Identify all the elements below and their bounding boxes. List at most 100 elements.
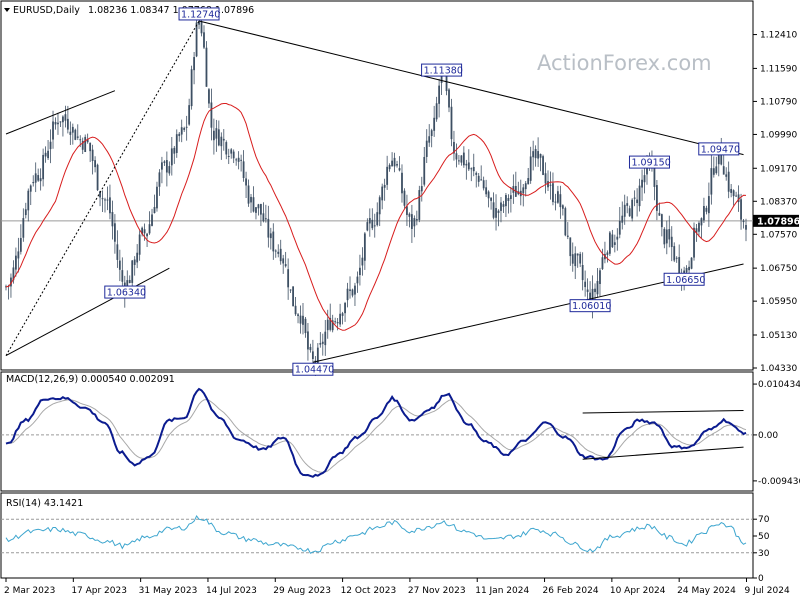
- candle-body: [341, 313, 344, 316]
- candle-body: [237, 157, 240, 162]
- candle-body: [329, 317, 332, 330]
- candle-body: [670, 236, 673, 248]
- x-tick-label: 27 Nov 2023: [408, 586, 466, 596]
- rsi-tick-label: 70: [758, 515, 770, 525]
- candle-body: [195, 22, 198, 57]
- candle-body: [549, 184, 552, 186]
- candle-body: [594, 288, 596, 293]
- candle-body: [391, 160, 393, 167]
- candle-body: [136, 252, 139, 263]
- candle-body: [465, 163, 468, 166]
- trendline: [5, 90, 116, 135]
- x-tick-label: 24 May 2024: [677, 586, 736, 596]
- candle-body: [745, 225, 747, 230]
- candle-body: [212, 130, 215, 141]
- candle-body: [668, 229, 671, 240]
- candle-body: [351, 289, 354, 296]
- candle-body: [557, 191, 559, 203]
- candle-body: [641, 179, 643, 188]
- candle-body: [458, 160, 460, 162]
- rsi-tick-label: 0: [758, 574, 764, 584]
- candle-body: [453, 141, 455, 154]
- candle-body: [430, 130, 433, 137]
- rsi-tick-label: 50: [758, 532, 770, 542]
- candle-body: [732, 190, 735, 197]
- candle-body: [378, 197, 381, 215]
- candle-body: [165, 160, 168, 173]
- candle-body: [482, 180, 485, 189]
- annotation-box: [292, 362, 334, 376]
- candle-body: [170, 148, 173, 166]
- candle-body: [163, 161, 166, 163]
- x-tick-label: 14 Jul 2023: [206, 586, 257, 596]
- price-tick-label: 1.10790: [760, 97, 797, 107]
- candle-body: [381, 186, 384, 201]
- candle-body: [366, 222, 369, 231]
- candle-body: [183, 127, 186, 130]
- annotation-box: [698, 142, 740, 156]
- candle-body: [175, 134, 178, 153]
- price-annotation: 1.09150: [628, 155, 671, 169]
- candle-body: [715, 166, 718, 174]
- candle-body: [698, 222, 700, 232]
- candle-body: [222, 138, 225, 141]
- x-tick-label: 12 Oct 2023: [341, 586, 397, 596]
- candle-body: [579, 253, 582, 264]
- x-tick-label: 31 May 2023: [139, 586, 198, 596]
- candle-body: [203, 32, 205, 48]
- candle-body: [324, 331, 327, 346]
- candle-body: [581, 264, 584, 281]
- x-axis: 2 Mar 2023 17 Apr 2023 31 May 2023 14 Jul 2…: [4, 578, 790, 596]
- candle-body: [363, 233, 366, 261]
- price-annotations: 1.12740 1.11380 1.09150 1.09470 1.06340 1.044…: [104, 7, 740, 376]
- candle-body: [133, 259, 136, 265]
- candle-body: [462, 152, 465, 166]
- price-annotation: 1.12740: [178, 7, 220, 20]
- candle-body: [532, 151, 535, 158]
- candle-body: [106, 199, 109, 201]
- candle-body: [57, 122, 59, 125]
- annotation-label: 1.09150: [631, 158, 670, 169]
- candle-body: [12, 267, 15, 281]
- candle-body: [492, 202, 495, 218]
- candle-body: [269, 233, 272, 239]
- candle-body: [96, 164, 99, 191]
- candle-body: [331, 320, 334, 331]
- candle-body: [84, 136, 87, 153]
- candle-body: [180, 127, 183, 135]
- candle-body: [529, 156, 532, 181]
- candle-body: [161, 162, 163, 170]
- candle-body: [707, 196, 710, 214]
- annotation-box: [569, 299, 611, 313]
- dropdown-triangle-icon[interactable]: [4, 8, 10, 12]
- candle-body: [10, 277, 12, 287]
- candle-body: [71, 126, 74, 133]
- candle-body: [569, 237, 572, 257]
- candle-body: [373, 225, 376, 227]
- x-tick-label: 29 Aug 2023: [273, 586, 331, 596]
- candle-body: [339, 313, 342, 325]
- candle-body: [413, 218, 416, 227]
- candle-body: [62, 116, 64, 123]
- candle-body: [299, 315, 302, 324]
- candle-body: [76, 136, 79, 138]
- price-annotation: 1.06340: [104, 285, 146, 299]
- candle-body: [665, 229, 668, 244]
- annotation-label: 1.06340: [107, 288, 146, 299]
- candle-body: [89, 142, 92, 152]
- candle-body: [173, 147, 176, 154]
- candle-body: [297, 314, 299, 317]
- candle-body: [225, 142, 228, 155]
- annotation-box: [421, 63, 463, 77]
- candle-body: [450, 106, 453, 140]
- candle-body: [309, 347, 312, 351]
- candle-body: [383, 184, 386, 188]
- candle-body: [599, 270, 601, 284]
- candle-body: [143, 229, 146, 234]
- candle-body: [316, 347, 319, 366]
- candle-body: [274, 250, 277, 252]
- candle-body: [717, 147, 720, 165]
- ohlc-label: 1.08236 1.08347 1.07768 1.07896: [88, 5, 254, 16]
- candle-body: [420, 186, 423, 192]
